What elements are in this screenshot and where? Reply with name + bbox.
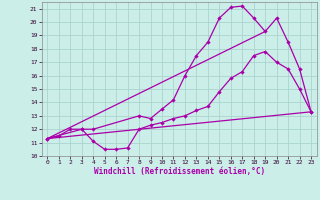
X-axis label: Windchill (Refroidissement éolien,°C): Windchill (Refroidissement éolien,°C)	[94, 167, 265, 176]
